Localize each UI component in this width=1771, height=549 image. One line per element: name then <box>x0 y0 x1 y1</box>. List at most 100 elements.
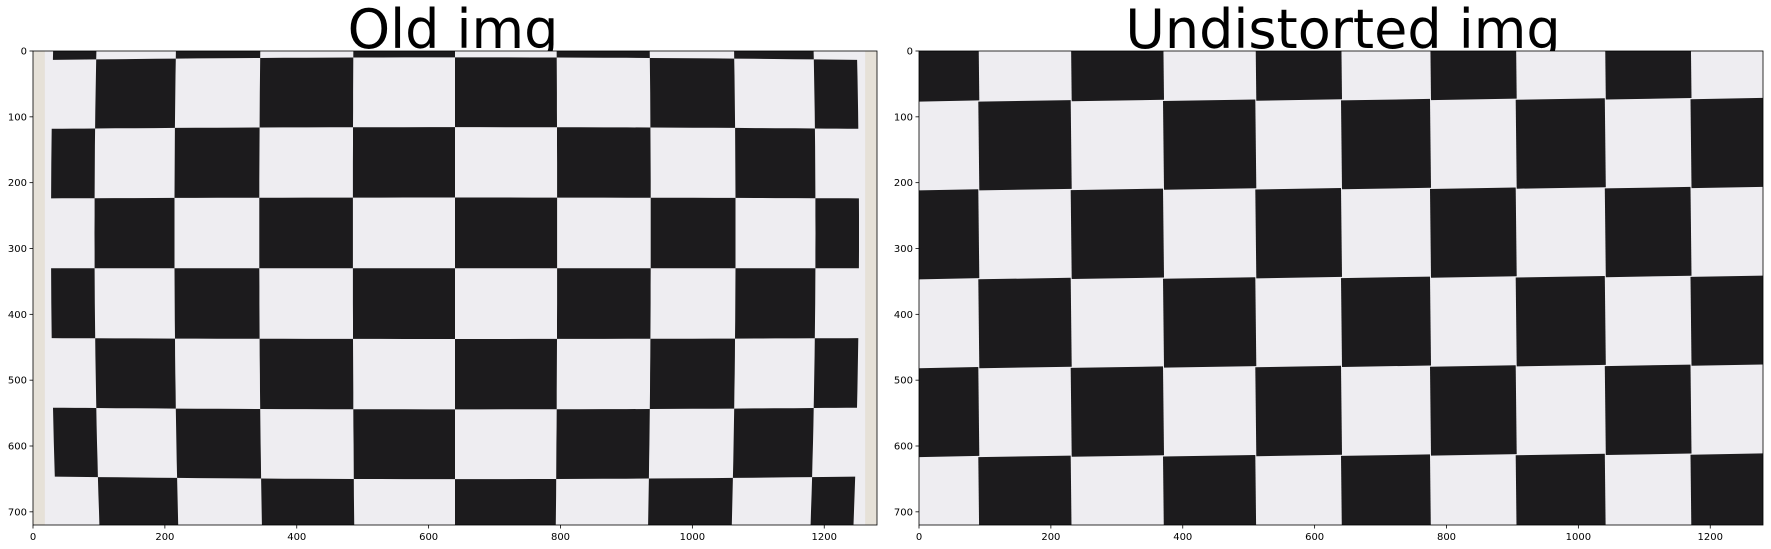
checker-square <box>53 407 98 478</box>
checker-square <box>1071 51 1164 102</box>
checker-square <box>1690 275 1763 366</box>
checker-square <box>1070 188 1164 279</box>
checker-square <box>352 127 455 198</box>
y-tick-label: 600 <box>894 442 913 453</box>
checker-square <box>978 455 1072 525</box>
checker-square <box>259 338 354 410</box>
x-tick-label: 600 <box>1305 532 1324 543</box>
x-tick-label: 0 <box>916 532 922 543</box>
checker-square <box>919 51 980 102</box>
x-tick-label: 200 <box>1041 532 1060 543</box>
x-tick-label: 1200 <box>812 532 837 543</box>
y-tick-label: 500 <box>894 376 913 387</box>
checker-square <box>1070 366 1164 457</box>
x-tick-label: 600 <box>419 532 438 543</box>
checker-square <box>259 57 354 128</box>
checker-square <box>1341 454 1431 525</box>
checker-square <box>97 477 179 525</box>
x-tick-label: 0 <box>30 532 36 543</box>
checker-square <box>556 51 650 58</box>
checker-square <box>52 51 97 60</box>
checker-square <box>1255 365 1342 457</box>
y-tick-label: 100 <box>8 112 27 123</box>
checker-square <box>735 268 816 339</box>
axes-frame <box>32 50 878 526</box>
checker-square <box>919 189 980 280</box>
y-tick-label: 700 <box>8 507 27 518</box>
panel-title-right: Undistorted img <box>1125 0 1561 61</box>
x-tick-label: 200 <box>155 532 174 543</box>
checker-square <box>735 127 816 199</box>
y-tick-label: 0 <box>21 47 27 58</box>
checker-square <box>1605 51 1692 100</box>
checker-square <box>57 545 103 549</box>
checker-square <box>1430 51 1517 101</box>
y-tick-label: 400 <box>8 310 27 321</box>
checker-square <box>174 127 260 198</box>
checker-square <box>1163 99 1257 190</box>
checker-square <box>815 198 859 269</box>
panel-right-image: 0 200 400 600 800 1000 1200 0 100 200 300 400 500 600… <box>894 47 1764 543</box>
x-tick-label: 800 <box>551 532 570 543</box>
checker-square <box>1255 188 1342 279</box>
checker-square <box>94 197 175 269</box>
checker-square <box>261 478 355 525</box>
y-tick-label: 300 <box>894 244 913 255</box>
checker-square <box>1604 364 1692 455</box>
checker-square <box>557 127 651 198</box>
checker-square <box>732 408 814 478</box>
checker-square <box>51 268 96 339</box>
checker-square <box>1430 187 1517 278</box>
checker-square <box>455 197 558 269</box>
checker-square <box>1255 51 1342 101</box>
checker-square <box>556 409 650 479</box>
checker-square <box>978 100 1072 191</box>
checker-square <box>353 51 455 58</box>
checker-square <box>1515 453 1606 525</box>
checker-square <box>455 479 557 525</box>
checker-square <box>1341 98 1431 190</box>
y-tick-label: 0 <box>907 47 913 58</box>
checker-square <box>1604 186 1692 278</box>
x-tick-label: 1000 <box>680 532 705 543</box>
checker-square <box>51 128 96 199</box>
checker-square <box>95 338 176 409</box>
checker-square <box>1690 453 1763 525</box>
checker-square <box>813 338 859 408</box>
checker-square <box>1515 98 1606 189</box>
checker-square <box>648 477 733 525</box>
y-tick-label: 200 <box>894 178 913 189</box>
panel-title-left: Old img <box>347 0 559 61</box>
checker-square <box>649 338 735 409</box>
checker-square <box>650 197 736 269</box>
checker-square <box>1690 97 1763 189</box>
checker-square <box>455 338 557 410</box>
checker-square <box>175 408 262 479</box>
checker-square <box>259 197 353 269</box>
checker-square <box>919 367 980 458</box>
y-tick-label: 400 <box>894 310 913 321</box>
panel-left-image: 0 200 400 600 800 1000 1200 0 100 200 300 400 500 600… <box>8 47 878 549</box>
y-tick-label: 600 <box>8 442 27 453</box>
axes-frame <box>918 50 1764 526</box>
x-tick-label: 1200 <box>1698 532 1723 543</box>
checker-square <box>175 51 261 59</box>
checker-square <box>557 268 651 339</box>
y-tick-label: 100 <box>894 112 913 123</box>
checker-square <box>978 277 1072 369</box>
checker-square <box>649 58 736 128</box>
y-tick-label: 300 <box>8 244 27 255</box>
checker-square <box>1163 277 1257 368</box>
checker-square <box>1163 455 1257 525</box>
checker-square <box>810 476 856 525</box>
checker-square <box>1430 365 1517 456</box>
y-tick-label: 200 <box>8 178 27 189</box>
checker-square <box>174 268 260 339</box>
x-tick-label: 400 <box>287 532 306 543</box>
checker-square <box>734 51 814 60</box>
x-tick-label: 800 <box>1437 532 1456 543</box>
checker-square <box>95 58 176 129</box>
checker-square <box>813 59 859 129</box>
